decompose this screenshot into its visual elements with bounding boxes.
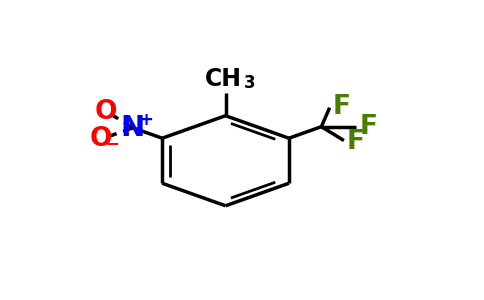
Text: F: F [360, 114, 378, 140]
Text: F: F [347, 129, 365, 155]
Text: N: N [121, 114, 145, 142]
Text: −: − [105, 134, 119, 152]
Text: 3: 3 [243, 74, 255, 92]
Text: O: O [90, 127, 112, 152]
Text: F: F [333, 94, 350, 119]
Text: O: O [95, 99, 117, 125]
Text: +: + [138, 111, 153, 129]
Text: CH: CH [205, 67, 242, 91]
